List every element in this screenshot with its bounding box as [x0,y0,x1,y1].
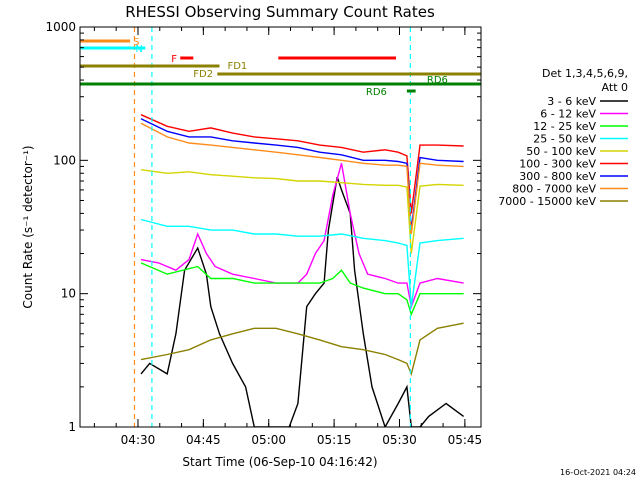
state-bar-label-1: S [133,37,139,48]
series-line-3 [140,262,464,317]
y-tick-label-1: 1 [68,420,76,434]
x-tick-label-5: 05:30 [382,433,417,447]
legend-header-line1: Det 1,3,4,5,6,9, [542,67,628,80]
y-axis-label: Count Rate (s⁻¹ detector⁻¹) [21,145,35,308]
legend-label-4: 25 - 50 keV [533,133,596,146]
series-line-2 [140,163,464,310]
series-line-7 [140,118,464,231]
state-bar-label-4: FD1 [227,61,247,72]
y-tick-label-4: 1000 [45,20,76,34]
legend-header-line2: Att 0 [602,81,628,94]
legend-label-9: 7000 - 15000 keV [498,195,596,208]
series-line-8 [140,122,464,235]
legend-label-7: 300 - 800 keV [519,170,596,183]
chart-title: RHESSI Observing Summary Count Rates [125,3,435,21]
state-bar-label-3: F [171,54,177,65]
y-tick-label-3: 100 [53,153,76,167]
legend-label-3: 12 - 25 keV [533,120,596,133]
date-stamp: 16-Oct-2021 04:24 [560,468,636,477]
series-line-4 [140,218,464,307]
series-line-5 [140,169,464,254]
legend-label-1: 3 - 6 keV [547,95,596,108]
state-bar-label-6: RD6 [427,75,448,86]
x-axis-label: Start Time (06-Sep-10 04:16:42) [182,455,377,469]
x-tick-label-3: 05:00 [251,433,286,447]
series-line-9 [140,322,464,377]
plot-frame [79,26,482,428]
x-tick-label-2: 04:45 [186,433,221,447]
x-tick-label-1: 04:30 [121,433,156,447]
legend-label-8: 800 - 7000 keV [512,183,596,196]
state-bar-label-2: N [135,44,142,55]
state-bar-label-7: RD6 [366,87,387,98]
legend-label-6: 100 - 300 keV [519,158,596,171]
x-tick-label-4: 05:15 [317,433,352,447]
legend-label-5: 50 - 100 keV [526,145,596,158]
series-line-6 [140,114,464,214]
x-tick-label-6: 05:45 [448,433,483,447]
y-tick-label-2: 10 [61,287,76,301]
state-bar-label-5: FD2 [193,69,213,80]
series-line-1 [140,176,465,427]
legend-label-2: 6 - 12 keV [540,108,596,121]
